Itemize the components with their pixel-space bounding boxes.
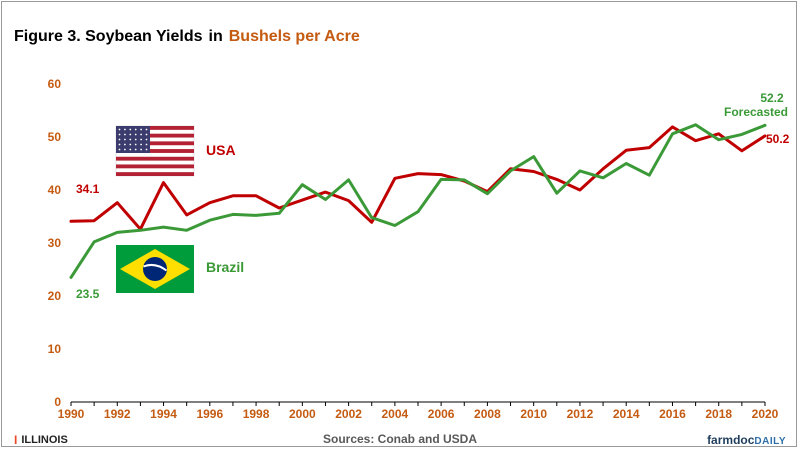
data-label-usa-end: 50.2 (766, 132, 790, 146)
y-tick-label: 50 (48, 130, 62, 144)
x-tick-label: 2014 (613, 407, 640, 421)
title-in: in (208, 28, 223, 45)
data-label-usa-start: 34.1 (76, 182, 100, 196)
y-tick-label: 30 (48, 236, 62, 250)
university-name: ILLINOIS (21, 434, 68, 446)
x-tick-label: 2016 (659, 407, 686, 421)
series-line-brazil (69, 123, 767, 279)
x-tick-label: 1998 (243, 407, 270, 421)
series-label-usa: USA (206, 142, 236, 158)
x-tick-label: 2020 (752, 407, 779, 421)
series-lines (69, 123, 767, 279)
series-line-usa (69, 125, 767, 231)
x-tick-label: 2000 (289, 407, 316, 421)
x-tick-label: 2004 (382, 407, 409, 421)
x-tick-label: 1992 (104, 407, 131, 421)
brand-logo: farmdocDAILY (707, 433, 786, 447)
data-label-brazil-start: 23.5 (76, 287, 100, 301)
x-tick-label: 1996 (196, 407, 223, 421)
x-tick-label: 1990 (58, 407, 85, 421)
y-tick-label: 20 (48, 289, 62, 303)
brazil-flag-icon (116, 245, 194, 293)
title-main: Figure 3. Soybean Yields (14, 28, 203, 45)
y-tick-labels: 0 10 20 30 40 50 60 (48, 77, 62, 409)
illinois-block-i-icon: I (14, 433, 18, 447)
y-tick-label: 40 (48, 183, 62, 197)
y-tick-label: 0 (54, 395, 61, 409)
brand-main: farmdoc (707, 433, 755, 447)
x-tick-label: 2008 (474, 407, 501, 421)
title-accent: Bushels per Acre (228, 28, 360, 45)
sources-note: Sources: Conab and USDA (322, 432, 478, 446)
brand-daily: DAILY (754, 436, 786, 447)
data-label-brazil-end: 52.2 (760, 91, 784, 105)
x-tick-label: 1994 (150, 407, 177, 421)
x-tick-label: 2018 (705, 407, 732, 421)
y-tick-label: 60 (48, 77, 62, 91)
y-tick-label: 10 (48, 342, 62, 356)
usa-flag-icon (115, 125, 195, 177)
x-tick-labels: 1990 1992 1994 1996 1998 2000 2002 2004 2006 2008… (58, 407, 779, 421)
chart-title: Figure 3. Soybean Yields in Bushels per Ac… (14, 28, 360, 46)
university-logo: I ILLINOIS (14, 433, 68, 447)
chart-axes (70, 401, 766, 406)
x-tick-label: 2012 (567, 407, 594, 421)
data-label-brazil-forecast-note: Forecasted (724, 105, 788, 119)
x-tick-label: 2002 (335, 407, 362, 421)
x-tick-label: 2010 (520, 407, 547, 421)
x-tick-label: 2006 (428, 407, 455, 421)
series-label-brazil: Brazil (206, 259, 244, 275)
